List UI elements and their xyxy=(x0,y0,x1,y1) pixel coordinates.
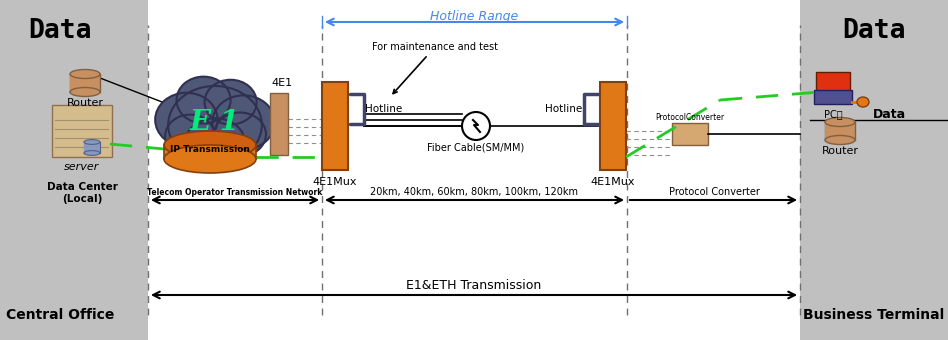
Text: Hotline Range: Hotline Range xyxy=(429,10,519,23)
Ellipse shape xyxy=(155,93,218,147)
Text: E 1: E 1 xyxy=(190,108,240,136)
Text: Hotline: Hotline xyxy=(545,104,582,114)
Bar xyxy=(816,72,850,92)
Ellipse shape xyxy=(185,118,246,168)
Text: Protocol Converter: Protocol Converter xyxy=(668,187,759,197)
Text: 4E1: 4E1 xyxy=(271,78,292,88)
Bar xyxy=(84,142,100,152)
Text: 20km, 40km, 60km, 80km, 100km, 120km: 20km, 40km, 60km, 80km, 100km, 120km xyxy=(370,187,578,197)
Text: IP Transmission: IP Transmission xyxy=(170,146,250,154)
Ellipse shape xyxy=(84,151,100,155)
Bar xyxy=(70,74,100,92)
Bar xyxy=(164,145,256,159)
Bar xyxy=(814,90,852,104)
Text: 4E1Mux: 4E1Mux xyxy=(313,177,357,187)
Bar xyxy=(825,122,855,140)
Bar xyxy=(270,93,288,155)
Ellipse shape xyxy=(214,113,266,156)
Text: Data Center
(Local): Data Center (Local) xyxy=(46,182,118,204)
Bar xyxy=(70,74,100,91)
Bar xyxy=(52,105,112,157)
Text: Router: Router xyxy=(66,98,103,108)
Bar xyxy=(0,0,148,340)
Bar xyxy=(322,82,348,170)
Text: Fiber Cable(SM/MM): Fiber Cable(SM/MM) xyxy=(428,143,524,153)
Bar xyxy=(672,123,708,145)
Ellipse shape xyxy=(168,86,262,164)
Bar xyxy=(600,82,626,170)
Ellipse shape xyxy=(164,131,256,159)
Ellipse shape xyxy=(70,87,100,97)
Bar xyxy=(164,145,256,159)
Bar xyxy=(800,0,948,340)
Ellipse shape xyxy=(462,112,490,140)
Ellipse shape xyxy=(164,145,256,173)
Text: 4E1Mux: 4E1Mux xyxy=(591,177,635,187)
Bar xyxy=(84,142,100,153)
Ellipse shape xyxy=(825,118,855,126)
Text: Telecom Operator Transmission Network: Telecom Operator Transmission Network xyxy=(147,188,322,197)
Text: server: server xyxy=(64,162,100,172)
Ellipse shape xyxy=(825,136,855,144)
Text: Central Office: Central Office xyxy=(6,308,114,322)
Text: PC机: PC机 xyxy=(824,109,843,119)
Ellipse shape xyxy=(857,97,869,107)
Text: Hotline: Hotline xyxy=(365,104,402,114)
Text: Data: Data xyxy=(28,18,92,44)
Ellipse shape xyxy=(212,95,275,150)
Text: Router: Router xyxy=(822,146,859,156)
Text: Data: Data xyxy=(842,18,905,44)
Bar xyxy=(826,122,854,139)
Text: Business Terminal: Business Terminal xyxy=(803,308,944,322)
Text: For maintenance and test: For maintenance and test xyxy=(372,42,498,94)
Text: Data: Data xyxy=(873,108,906,121)
Text: E1&ETH Transmission: E1&ETH Transmission xyxy=(407,279,541,292)
Ellipse shape xyxy=(205,80,257,124)
Ellipse shape xyxy=(165,115,215,158)
Ellipse shape xyxy=(70,69,100,79)
Ellipse shape xyxy=(84,140,100,144)
Ellipse shape xyxy=(176,76,230,123)
Text: ProtocolConverter: ProtocolConverter xyxy=(655,113,724,122)
